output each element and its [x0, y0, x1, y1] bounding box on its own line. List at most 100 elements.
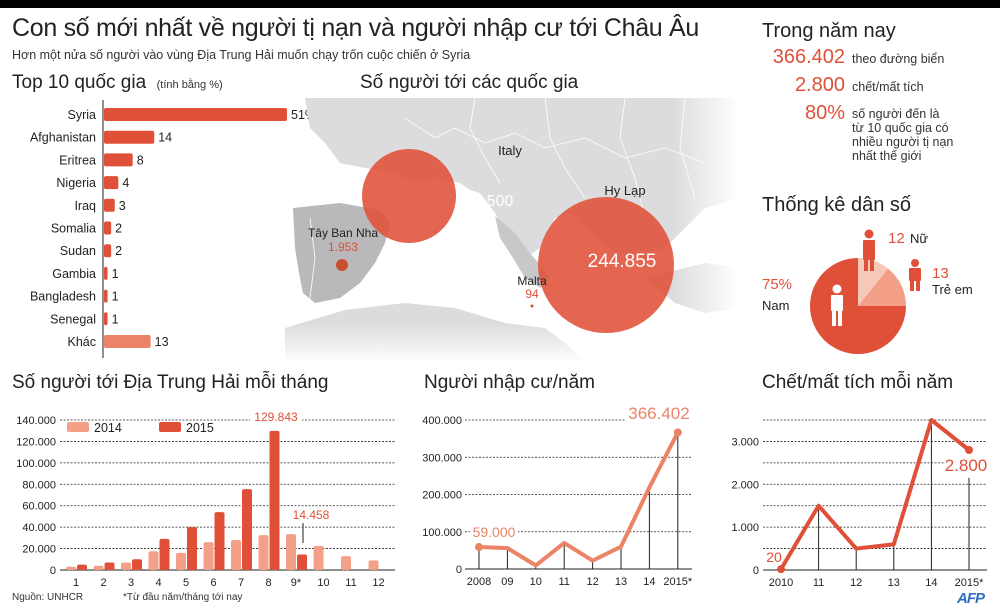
spain-label: Tây Ban Nha — [308, 226, 378, 240]
monthly-ytick: 60.000 — [22, 501, 56, 513]
top10-category-label: Somalia — [51, 222, 96, 236]
top10-bar — [104, 221, 112, 235]
deaths-line-chart: 0 1.000 2.000 3.000 2010 11 12 13 14 2015* 20 2.800 — [731, 418, 988, 588]
monthly-title: Số người tới Địa Trung Hải mỗi tháng — [12, 372, 329, 393]
stat-deaths-value: 2.800 — [794, 74, 845, 96]
deaths-xtick: 14 — [925, 577, 937, 588]
top10-value-label: 1 — [112, 312, 119, 326]
malta-label: Malta — [517, 274, 547, 288]
greece-label: Hy Lạp — [604, 183, 645, 198]
deaths-title: Chết/mất tích mỗi năm — [762, 372, 954, 393]
monthly-ytick: 20.000 — [22, 544, 56, 556]
stat-top10-share-label: số người đến là từ 10 quốc gia có nhiều … — [852, 107, 954, 163]
demographics-title: Thống kê dân số — [762, 194, 911, 216]
deaths-end-dot — [965, 446, 973, 454]
stat-deaths-label: chết/mất tích — [852, 80, 924, 94]
top10-category-label: Nigeria — [56, 176, 96, 190]
source-note: Nguồn: UNHCR — [12, 592, 84, 603]
map-title: Số người tới các quốc gia — [360, 72, 579, 93]
legend-2015-swatch — [159, 422, 181, 432]
yearly-xtick: 12 — [586, 576, 598, 588]
bar-2015 — [104, 562, 115, 570]
stat-top10-share-value: 80% — [804, 102, 845, 124]
bar-2014 — [286, 534, 296, 570]
deaths-xtick: 2015* — [955, 577, 984, 588]
yearly-ytick: 0 — [456, 564, 462, 576]
monthly-xtick: 10 — [317, 577, 329, 588]
pie-slice-male — [810, 258, 906, 354]
page-title: Con số mới nhất về người tị nạn và người… — [12, 14, 700, 42]
top10-category-label: Afghanistan — [30, 131, 96, 145]
yearly-xtick: 13 — [615, 576, 627, 588]
yearly-line-chart: 0 100.000 200.000 300.000 400.000 2008 09 10 11 1… — [422, 404, 693, 588]
monthly-xtick: 9* — [291, 577, 302, 588]
italy-value: 119.500 — [457, 193, 514, 210]
yearly-xtick: 10 — [530, 576, 542, 588]
male-icon — [831, 284, 843, 326]
top10-value-label: 2 — [115, 244, 122, 258]
spain-bubble — [336, 259, 348, 271]
top10-bar — [104, 130, 155, 144]
legend-2014-label: 2014 — [94, 421, 122, 435]
bar-2014 — [231, 540, 241, 570]
monthly-xtick: 7 — [238, 577, 244, 588]
top10-bar — [104, 153, 133, 167]
monthly-xtick: 1 — [73, 577, 79, 588]
top10-value-label: 8 — [137, 153, 144, 167]
bar-2014 — [313, 545, 324, 570]
top10-category-label: Iraq — [74, 199, 96, 213]
bar-2014 — [258, 535, 269, 570]
deaths-ytick: 0 — [753, 565, 759, 577]
monthly-sep-annotation: 14.458 — [293, 508, 330, 522]
top10-title: Top 10 quốc gia — [12, 72, 147, 93]
legend-2014-swatch — [67, 422, 89, 432]
top10-category-label: Sudan — [60, 244, 96, 258]
top10-value-label: 3 — [119, 199, 126, 213]
monthly-ytick: 0 — [50, 565, 56, 577]
stat-sea-arrivals-label: theo đường biển — [852, 52, 945, 66]
legend-2015-label: 2015 — [186, 421, 214, 435]
female-icon — [863, 229, 875, 271]
yearly-ytick: 300.000 — [422, 452, 462, 464]
bar-2015 — [187, 527, 197, 570]
bar-2015 — [132, 559, 142, 570]
deaths-ytick: 1.000 — [731, 522, 759, 534]
yearly-xtick: 11 — [558, 576, 569, 588]
top10-value-label: 14 — [158, 131, 172, 145]
top10-bar — [104, 198, 115, 212]
top10-bar — [104, 289, 108, 303]
female-value: 12 — [888, 230, 905, 247]
bar-2015 — [242, 489, 252, 570]
monthly-ytick: 100.000 — [16, 458, 56, 470]
greece-value: 244.855 — [588, 251, 657, 272]
malta-bubble — [530, 304, 534, 308]
deaths-xtick: 12 — [850, 577, 862, 588]
bar-2014 — [148, 551, 159, 570]
this-year-title: Trong năm nay — [762, 20, 896, 42]
top10-category-label: Gambia — [52, 267, 96, 281]
top10-value-label: 13 — [155, 335, 169, 349]
children-value: 13 — [932, 265, 949, 282]
monthly-xtick: 4 — [155, 577, 161, 588]
monthly-ytick: 120.000 — [16, 436, 56, 448]
malta-value: 94 — [525, 287, 539, 301]
yearly-first-annotation: 59.000 — [473, 524, 516, 540]
bar-2014 — [341, 556, 351, 570]
monthly-xtick: 12 — [372, 577, 384, 588]
bar-2015 — [214, 512, 225, 570]
europe-map: Italy 119.500 Hy Lạp 244.855 Tây Ban Nha… — [285, 98, 740, 363]
bar-2015 — [297, 554, 307, 570]
greece-bubble — [538, 197, 674, 333]
monthly-peak-annotation: 129.843 — [254, 410, 298, 424]
bar-2015 — [159, 538, 170, 570]
deaths-last-annotation: 2.800 — [945, 456, 988, 475]
deaths-line — [779, 418, 971, 571]
top10-value-label: 4 — [122, 176, 129, 190]
top10-unit-note: (tính bằng %) — [156, 79, 223, 91]
monthly-xtick: 2 — [100, 577, 106, 588]
yearly-last-annotation: 366.402 — [628, 404, 689, 423]
deaths-xtick: 11 — [813, 577, 824, 588]
bar-2015 — [269, 430, 280, 570]
top10-bar — [104, 108, 287, 121]
page-subtitle: Hơn một nửa số người vào vùng Địa Trung … — [12, 48, 471, 62]
